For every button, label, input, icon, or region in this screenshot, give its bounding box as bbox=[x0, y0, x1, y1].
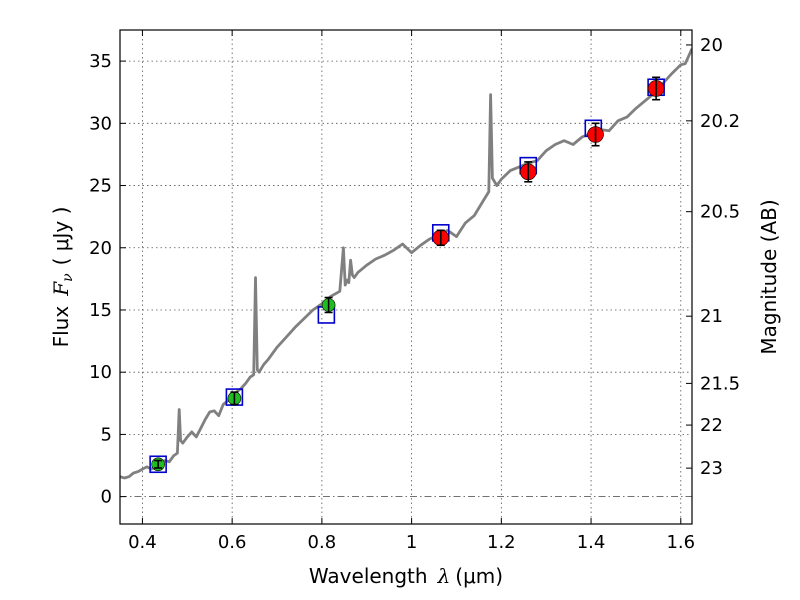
y2-tick-label: 21 bbox=[700, 306, 723, 327]
x-tick-label: 1 bbox=[406, 532, 417, 553]
x-tick-label: 1.2 bbox=[487, 532, 516, 553]
y2-tick-label: 20.2 bbox=[700, 111, 740, 132]
y2-tick-label: 20.5 bbox=[700, 202, 740, 223]
y-tick-label: 35 bbox=[89, 51, 112, 72]
y-axis-label: FluxFν( μJy ) bbox=[49, 207, 76, 348]
x-axis-label: Wavelength λ (μm) bbox=[309, 564, 503, 588]
x-tick-label: 1.6 bbox=[666, 532, 695, 553]
grid bbox=[120, 30, 692, 524]
y-tick-label: 10 bbox=[89, 362, 112, 383]
y-tick-label: 15 bbox=[89, 300, 112, 321]
spectrum-line bbox=[120, 48, 692, 480]
y2-tick-label: 21.5 bbox=[700, 373, 740, 394]
x-tick-label: 0.4 bbox=[128, 532, 157, 553]
plot-frame bbox=[119, 29, 693, 525]
y-tick-label: 25 bbox=[89, 176, 112, 197]
x-axis: 0.4 0.6 0.8 1 1.2 1.4 1.6 bbox=[128, 30, 695, 553]
y2-tick-label: 20 bbox=[700, 35, 723, 56]
y2-axis-label: Magnitude (AB) bbox=[757, 199, 781, 354]
photometry-marks bbox=[149, 76, 665, 474]
y2-tick-label: 22 bbox=[700, 415, 723, 436]
y2-tick-label: 23 bbox=[700, 458, 723, 479]
y-tick-label: 20 bbox=[89, 238, 112, 259]
y-tick-label: 30 bbox=[89, 113, 112, 134]
x-tick-label: 1.4 bbox=[577, 532, 606, 553]
y2-axis: 20 20.2 20.5 21 21.5 22 23 bbox=[686, 35, 740, 479]
y-tick-label: 5 bbox=[101, 424, 112, 445]
plot-area bbox=[120, 48, 692, 480]
y-axis: 0 5 10 15 20 25 30 35 bbox=[89, 51, 126, 508]
x-tick-label: 0.6 bbox=[218, 532, 247, 553]
x-tick-label: 0.8 bbox=[308, 532, 337, 553]
y-tick-label: 0 bbox=[101, 487, 112, 508]
model-photometry-square bbox=[149, 455, 167, 474]
